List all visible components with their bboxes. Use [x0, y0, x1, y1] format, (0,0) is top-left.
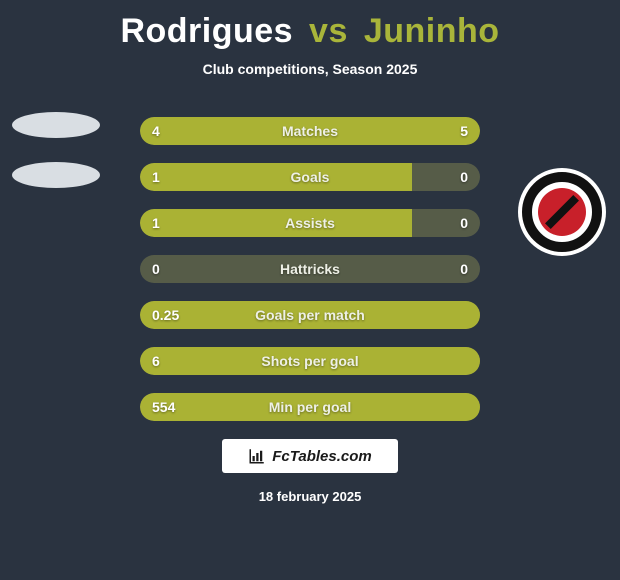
stat-label: Matches: [140, 117, 480, 145]
footer-date: 18 february 2025: [0, 489, 620, 504]
left-badges: [12, 112, 102, 212]
stat-row: 554Min per goal: [140, 393, 480, 421]
club-logo-icon: [518, 168, 606, 256]
comparison-title: Rodrigues vs Juninho: [0, 0, 620, 51]
subtitle: Club competitions, Season 2025: [0, 61, 620, 77]
stat-label: Hattricks: [140, 255, 480, 283]
stat-label: Shots per goal: [140, 347, 480, 375]
stat-row: 45Matches: [140, 117, 480, 145]
stat-row: 6Shots per goal: [140, 347, 480, 375]
stat-label: Goals: [140, 163, 480, 191]
player1-name: Rodrigues: [120, 12, 293, 50]
right-badge: [518, 168, 608, 256]
stat-label: Assists: [140, 209, 480, 237]
stat-label: Min per goal: [140, 393, 480, 421]
vs-label: vs: [309, 12, 348, 50]
stat-row: 10Goals: [140, 163, 480, 191]
stat-row: 00Hattricks: [140, 255, 480, 283]
left-badge-placeholder-1: [12, 112, 100, 138]
chart-icon: [248, 447, 266, 465]
stat-row: 0.25Goals per match: [140, 301, 480, 329]
stat-row: 10Assists: [140, 209, 480, 237]
stat-label: Goals per match: [140, 301, 480, 329]
stats-bars: 45Matches 10Goals 10Assists 00Hattricks 0.25…: [140, 117, 480, 421]
brand-badge: FcTables.com: [222, 439, 398, 473]
player2-name: Juninho: [364, 12, 500, 50]
brand-text: FcTables.com: [272, 448, 371, 465]
left-badge-placeholder-2: [12, 162, 100, 188]
